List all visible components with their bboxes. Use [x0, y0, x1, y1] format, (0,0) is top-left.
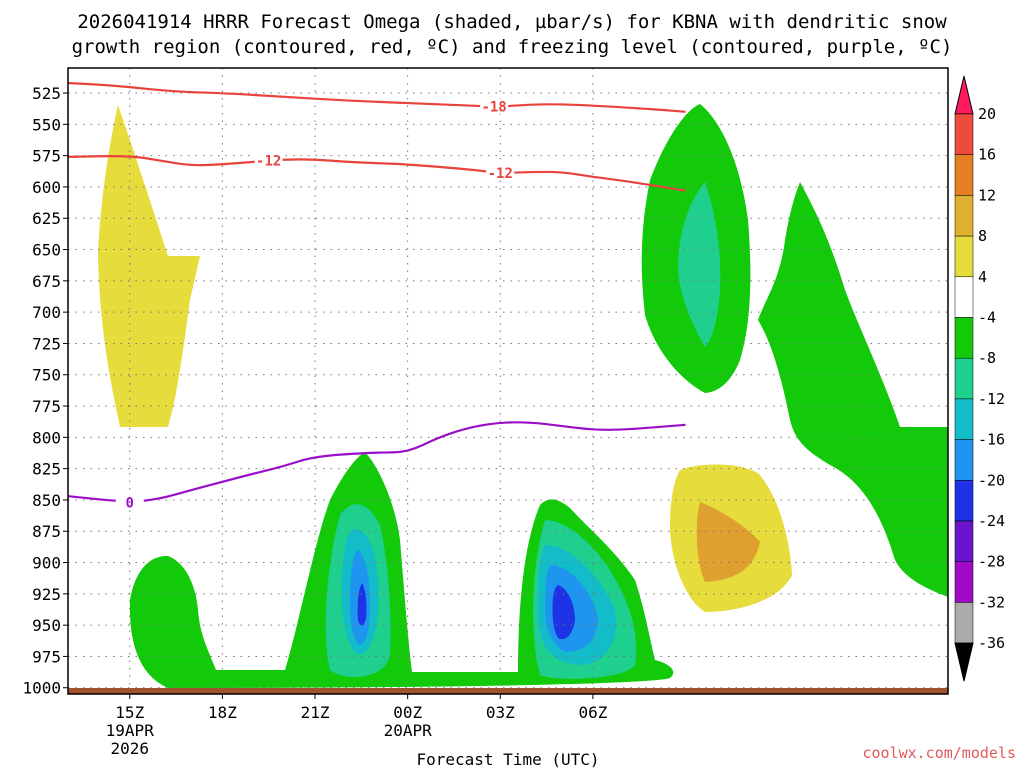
colorbar-segment — [954, 357, 974, 400]
omega-region-negative-8-12-c — [678, 182, 721, 347]
y-tick-label: 800 — [32, 428, 61, 447]
colorbar-label: -16 — [978, 431, 1005, 449]
colorbar-segment — [954, 520, 974, 562]
x-tick-label: 06Z — [578, 703, 607, 722]
y-tick-label: 775 — [32, 397, 61, 416]
y-tick-label: 900 — [32, 554, 61, 573]
colorbar-label: 20 — [978, 105, 996, 123]
colorbar-segment — [954, 602, 974, 644]
x-axis-label: Forecast Time (UTC) — [416, 750, 599, 768]
omega-region-positive-8-12 — [696, 502, 760, 582]
watermark: coolwx.com/models — [862, 744, 1016, 762]
y-tick-label: 850 — [32, 491, 61, 510]
colorbar-segment — [954, 317, 974, 359]
colorbar-label: -28 — [978, 553, 1005, 571]
colorbar-label: -36 — [978, 634, 1005, 652]
y-tick-label: 700 — [32, 303, 61, 322]
x-tick-date: 20APR — [384, 721, 433, 740]
colorbar-segment — [954, 561, 974, 603]
y-tick-label: 875 — [32, 522, 61, 541]
colorbar-label: 16 — [978, 146, 996, 164]
contour-lines: -18 -12 -12 0 — [68, 81, 686, 511]
y-tick-label: 950 — [32, 616, 61, 635]
contour-label-bg — [480, 98, 509, 114]
y-axis: 525 550 575 600 625 650 675 700 725 750 775 800 825 8… — [22, 84, 68, 698]
y-tick-label: 725 — [32, 334, 61, 353]
colorbar-label: 4 — [978, 268, 987, 286]
x-tick-date: 19APR — [106, 721, 155, 740]
colorbar-segment — [954, 439, 974, 481]
omega-region-negative-20-24-b — [552, 585, 575, 640]
contour-label-bg — [254, 152, 283, 168]
colorbar-segment — [954, 398, 974, 440]
colorbar-segment — [954, 276, 974, 318]
colorbar-segment — [954, 113, 974, 155]
colorbar-label: -8 — [978, 349, 996, 367]
y-tick-label: 575 — [32, 147, 61, 166]
x-tick-label: 00Z — [393, 703, 422, 722]
y-tick-label: 600 — [32, 178, 61, 197]
y-tick-label: 750 — [32, 366, 61, 385]
contour-label-bg — [486, 165, 515, 181]
colorbar-segment — [954, 195, 974, 237]
colorbar-label: 8 — [978, 227, 987, 245]
colorbar-segment — [954, 154, 974, 196]
plot-frame — [67, 67, 949, 695]
contour-label-bg — [115, 494, 144, 510]
colorbar-label: -32 — [978, 593, 1005, 611]
omega-region-negative-4-8-right — [758, 182, 948, 597]
x-tick-label: 15Z — [115, 703, 144, 722]
x-tick-label: 03Z — [486, 703, 515, 722]
contour--18C — [68, 81, 686, 113]
y-tick-label: 550 — [32, 115, 61, 134]
title-line-2: growth region (contoured, red, ºC) and f… — [72, 36, 953, 58]
x-tick-label: 18Z — [208, 703, 237, 722]
y-tick-label: 825 — [32, 460, 61, 479]
y-tick-label: 675 — [32, 272, 61, 291]
contour--12C — [68, 155, 686, 192]
x-tick-year: 2026 — [110, 739, 149, 758]
colorbar-label: -20 — [978, 471, 1005, 489]
colorbar-label: -4 — [978, 309, 996, 327]
omega-region-negative-20-24 — [357, 583, 367, 626]
y-tick-label: 1000 — [22, 679, 61, 698]
ground-surface — [68, 688, 948, 694]
colorbar-label: -24 — [978, 512, 1005, 530]
title-line-1: 2026041914 HRRR Forecast Omega (shaded, … — [77, 11, 947, 33]
omega-region-positive-4-8-left — [98, 105, 200, 427]
contour-0C — [68, 421, 686, 503]
y-tick-label: 925 — [32, 585, 61, 604]
colorbar-label: 12 — [978, 186, 996, 204]
colorbar-segment — [954, 480, 974, 522]
contour-label--12C: -12 — [256, 154, 281, 170]
colorbar-label: -12 — [978, 390, 1005, 408]
colorbar-segment — [954, 235, 974, 278]
contour-label--12C: -12 — [488, 166, 513, 182]
x-tick-label: 21Z — [301, 703, 330, 722]
colorbar: 20 16 12 8 4 -4 -8 -12 -16 -20 -24 -28 -32 -36 — [954, 75, 1005, 682]
omega-shading — [98, 104, 948, 688]
y-tick-label: 975 — [32, 647, 61, 666]
y-tick-label: 525 — [32, 84, 61, 103]
colorbar-bottom-arrow — [954, 642, 974, 682]
y-tick-label: 625 — [32, 209, 61, 228]
plot-area: -18 -12 -12 0 — [68, 68, 948, 694]
contour-label--18C: -18 — [481, 100, 506, 116]
colorbar-top-arrow — [954, 75, 974, 115]
contour-label-0C: 0 — [126, 495, 134, 511]
y-tick-label: 650 — [32, 241, 61, 260]
